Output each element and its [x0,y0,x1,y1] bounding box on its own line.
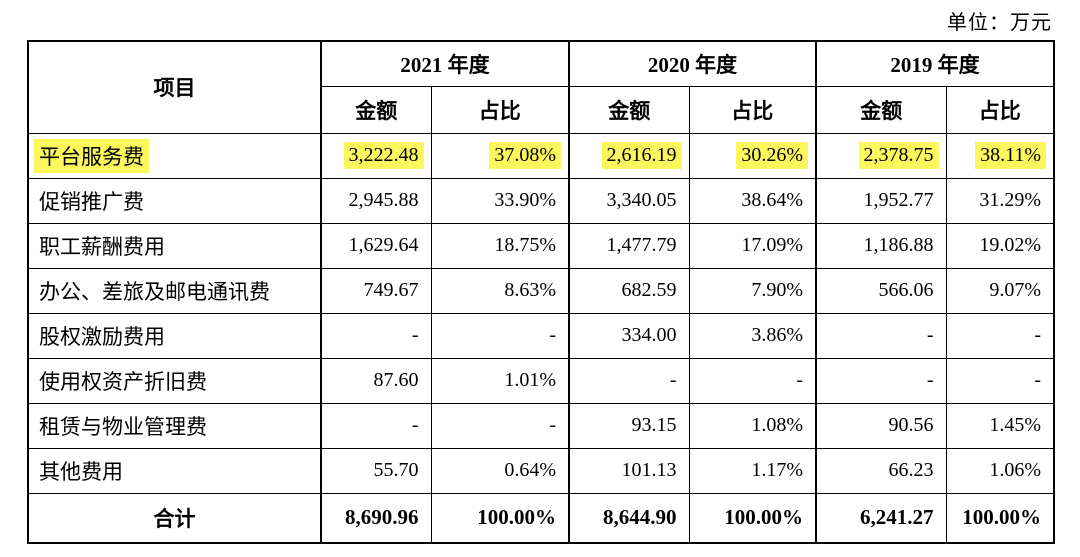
ratio-cell-2019: 9.07% [945,267,1055,314]
amount-cell-2019: - [815,312,947,359]
ratio-cell-2019: 38.11% [945,132,1055,179]
table-body: 平台服务费 3,222.48 37.08% 2,616.19 30.26% 2,… [27,132,1055,544]
row-item-cell: 使用权资产折旧费 [27,357,322,404]
col-header-amount-2019: 金额 [815,85,947,134]
ratio-cell-2021: 37.08% [430,132,570,179]
table-row: 职工薪酬费用 1,629.64 18.75% 1,477.79 17.09% 1… [27,222,1055,269]
amount-cell-2019: 66.23 [815,447,947,494]
row-item-cell: 促销推广费 [27,177,322,224]
ratio-cell-2020: - [688,357,817,404]
amount-cell-2020: 1,477.79 [568,222,690,269]
total-ratio-2019: 100.00% [945,492,1055,544]
total-ratio-2020: 100.00% [688,492,817,544]
row-item-label: 使用权资产折旧费 [39,369,207,394]
amount-cell-2020: 101.13 [568,447,690,494]
ratio-cell-2020: 1.08% [688,402,817,449]
table-row: 平台服务费 3,222.48 37.08% 2,616.19 30.26% 2,… [27,132,1055,179]
col-header-year-2019: 2019 年度 [815,40,1055,87]
amount-cell-2019: 1,186.88 [815,222,947,269]
col-header-amount-2021: 金额 [320,85,432,134]
amount-cell-2020: 334.00 [568,312,690,359]
amount-cell-2021: 2,945.88 [320,177,432,224]
col-header-year-2020: 2020 年度 [568,40,817,87]
ratio-cell-2019: 31.29% [945,177,1055,224]
table-row: 办公、差旅及邮电通讯费 749.67 8.63% 682.59 7.90% 56… [27,267,1055,314]
table-header: 项目 2021 年度 2020 年度 2019 年度 金额 占比 金额 占比 金… [27,40,1055,134]
ratio-cell-2020: 3.86% [688,312,817,359]
ratio-cell-2019: 1.45% [945,402,1055,449]
ratio-cell-2019: 19.02% [945,222,1055,269]
row-item-label: 租赁与物业管理费 [39,414,207,439]
ratio-cell-2021: 1.01% [430,357,570,404]
col-header-amount-2020: 金额 [568,85,690,134]
amount-cell-2021: 749.67 [320,267,432,314]
amount-cell-2021: - [320,402,432,449]
row-item-cell: 职工薪酬费用 [27,222,322,269]
total-ratio-2021: 100.00% [430,492,570,544]
ratio-cell-2021: 18.75% [430,222,570,269]
ratio-cell-2019: - [945,312,1055,359]
amount-cell-2019: 566.06 [815,267,947,314]
row-item-cell: 办公、差旅及邮电通讯费 [27,267,322,314]
amount-cell-2019: 2,378.75 [815,132,947,179]
ratio-cell-2021: 33.90% [430,177,570,224]
ratio-cell-2020: 38.64% [688,177,817,224]
row-item-label: 职工薪酬费用 [39,234,165,259]
total-amount-2019: 6,241.27 [815,492,947,544]
amount-cell-2019: 1,952.77 [815,177,947,224]
row-item-label: 其他费用 [39,459,123,484]
row-item-cell: 其他费用 [27,447,322,494]
ratio-cell-2020: 1.17% [688,447,817,494]
ratio-cell-2019: - [945,357,1055,404]
amount-cell-2020: 682.59 [568,267,690,314]
row-item-cell: 租赁与物业管理费 [27,402,322,449]
total-label: 合计 [27,492,322,544]
amount-cell-2019: 90.56 [815,402,947,449]
expense-table: 项目 2021 年度 2020 年度 2019 年度 金额 占比 金额 占比 金… [27,40,1055,544]
col-header-ratio-2021: 占比 [430,85,570,134]
ratio-cell-2020: 7.90% [688,267,817,314]
ratio-cell-2020: 17.09% [688,222,817,269]
unit-label: 单位：万元 [947,12,1052,34]
total-amount-2020: 8,644.90 [568,492,690,544]
amount-cell-2020: 2,616.19 [568,132,690,179]
amount-cell-2021: 55.70 [320,447,432,494]
amount-cell-2019: - [815,357,947,404]
ratio-cell-2019: 1.06% [945,447,1055,494]
total-amount-2021: 8,690.96 [320,492,432,544]
col-header-ratio-2019: 占比 [945,85,1055,134]
amount-cell-2021: - [320,312,432,359]
amount-cell-2021: 1,629.64 [320,222,432,269]
amount-cell-2020: - [568,357,690,404]
row-item-cell: 平台服务费 [27,132,322,179]
row-item-label: 股权激励费用 [39,324,165,349]
ratio-cell-2021: - [430,312,570,359]
row-item-label: 促销推广费 [39,189,144,214]
table-row: 使用权资产折旧费 87.60 1.01% - - - - [27,357,1055,404]
ratio-cell-2021: 0.64% [430,447,570,494]
col-header-item: 项目 [27,40,322,134]
amount-cell-2021: 87.60 [320,357,432,404]
amount-cell-2020: 3,340.05 [568,177,690,224]
ratio-cell-2021: 8.63% [430,267,570,314]
amount-cell-2021: 3,222.48 [320,132,432,179]
row-item-label: 办公、差旅及邮电通讯费 [39,279,270,304]
col-header-ratio-2020: 占比 [688,85,817,134]
ratio-cell-2021: - [430,402,570,449]
table-row: 促销推广费 2,945.88 33.90% 3,340.05 38.64% 1,… [27,177,1055,224]
row-item-label: 平台服务费 [34,138,149,173]
header-year-row: 项目 2021 年度 2020 年度 2019 年度 [27,40,1055,134]
ratio-cell-2020: 30.26% [688,132,817,179]
total-row: 合计 8,690.96 100.00% 8,644.90 100.00% 6,2… [27,492,1055,544]
table-row: 其他费用 55.70 0.64% 101.13 1.17% 66.23 1.06… [27,447,1055,494]
table-row: 股权激励费用 - - 334.00 3.86% - - [27,312,1055,359]
row-item-cell: 股权激励费用 [27,312,322,359]
table-row: 租赁与物业管理费 - - 93.15 1.08% 90.56 1.45% [27,402,1055,449]
col-header-year-2021: 2021 年度 [320,40,570,87]
amount-cell-2020: 93.15 [568,402,690,449]
